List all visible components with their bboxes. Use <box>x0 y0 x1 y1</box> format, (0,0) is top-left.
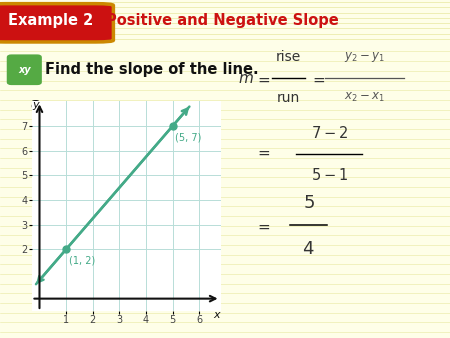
Text: $y_2 - y_1$: $y_2 - y_1$ <box>344 50 385 65</box>
Text: $=$: $=$ <box>310 71 326 87</box>
Text: rise: rise <box>276 50 302 65</box>
FancyBboxPatch shape <box>0 4 113 42</box>
Text: x: x <box>213 310 220 320</box>
Text: $5 - 1$: $5 - 1$ <box>310 167 348 183</box>
Text: $5$: $5$ <box>302 194 315 212</box>
Text: xy: xy <box>18 65 31 75</box>
Text: Example 2: Example 2 <box>8 14 93 28</box>
Text: $m$: $m$ <box>238 71 254 87</box>
Text: $=$: $=$ <box>255 219 271 234</box>
Text: $x_2 - x_1$: $x_2 - x_1$ <box>344 91 385 104</box>
Text: $7 - 2$: $7 - 2$ <box>310 125 348 141</box>
FancyBboxPatch shape <box>7 54 42 85</box>
Text: Positive and Negative Slope: Positive and Negative Slope <box>106 14 338 28</box>
Text: Find the slope of the line.: Find the slope of the line. <box>45 62 259 77</box>
Text: y: y <box>32 100 39 110</box>
Text: $=$: $=$ <box>255 145 271 160</box>
Text: run: run <box>277 91 301 105</box>
Text: (1, 2): (1, 2) <box>69 256 95 265</box>
Text: $4$: $4$ <box>302 240 315 258</box>
Text: $=$: $=$ <box>255 71 271 87</box>
Text: a.: a. <box>31 97 47 112</box>
Text: (5, 7): (5, 7) <box>175 132 202 142</box>
